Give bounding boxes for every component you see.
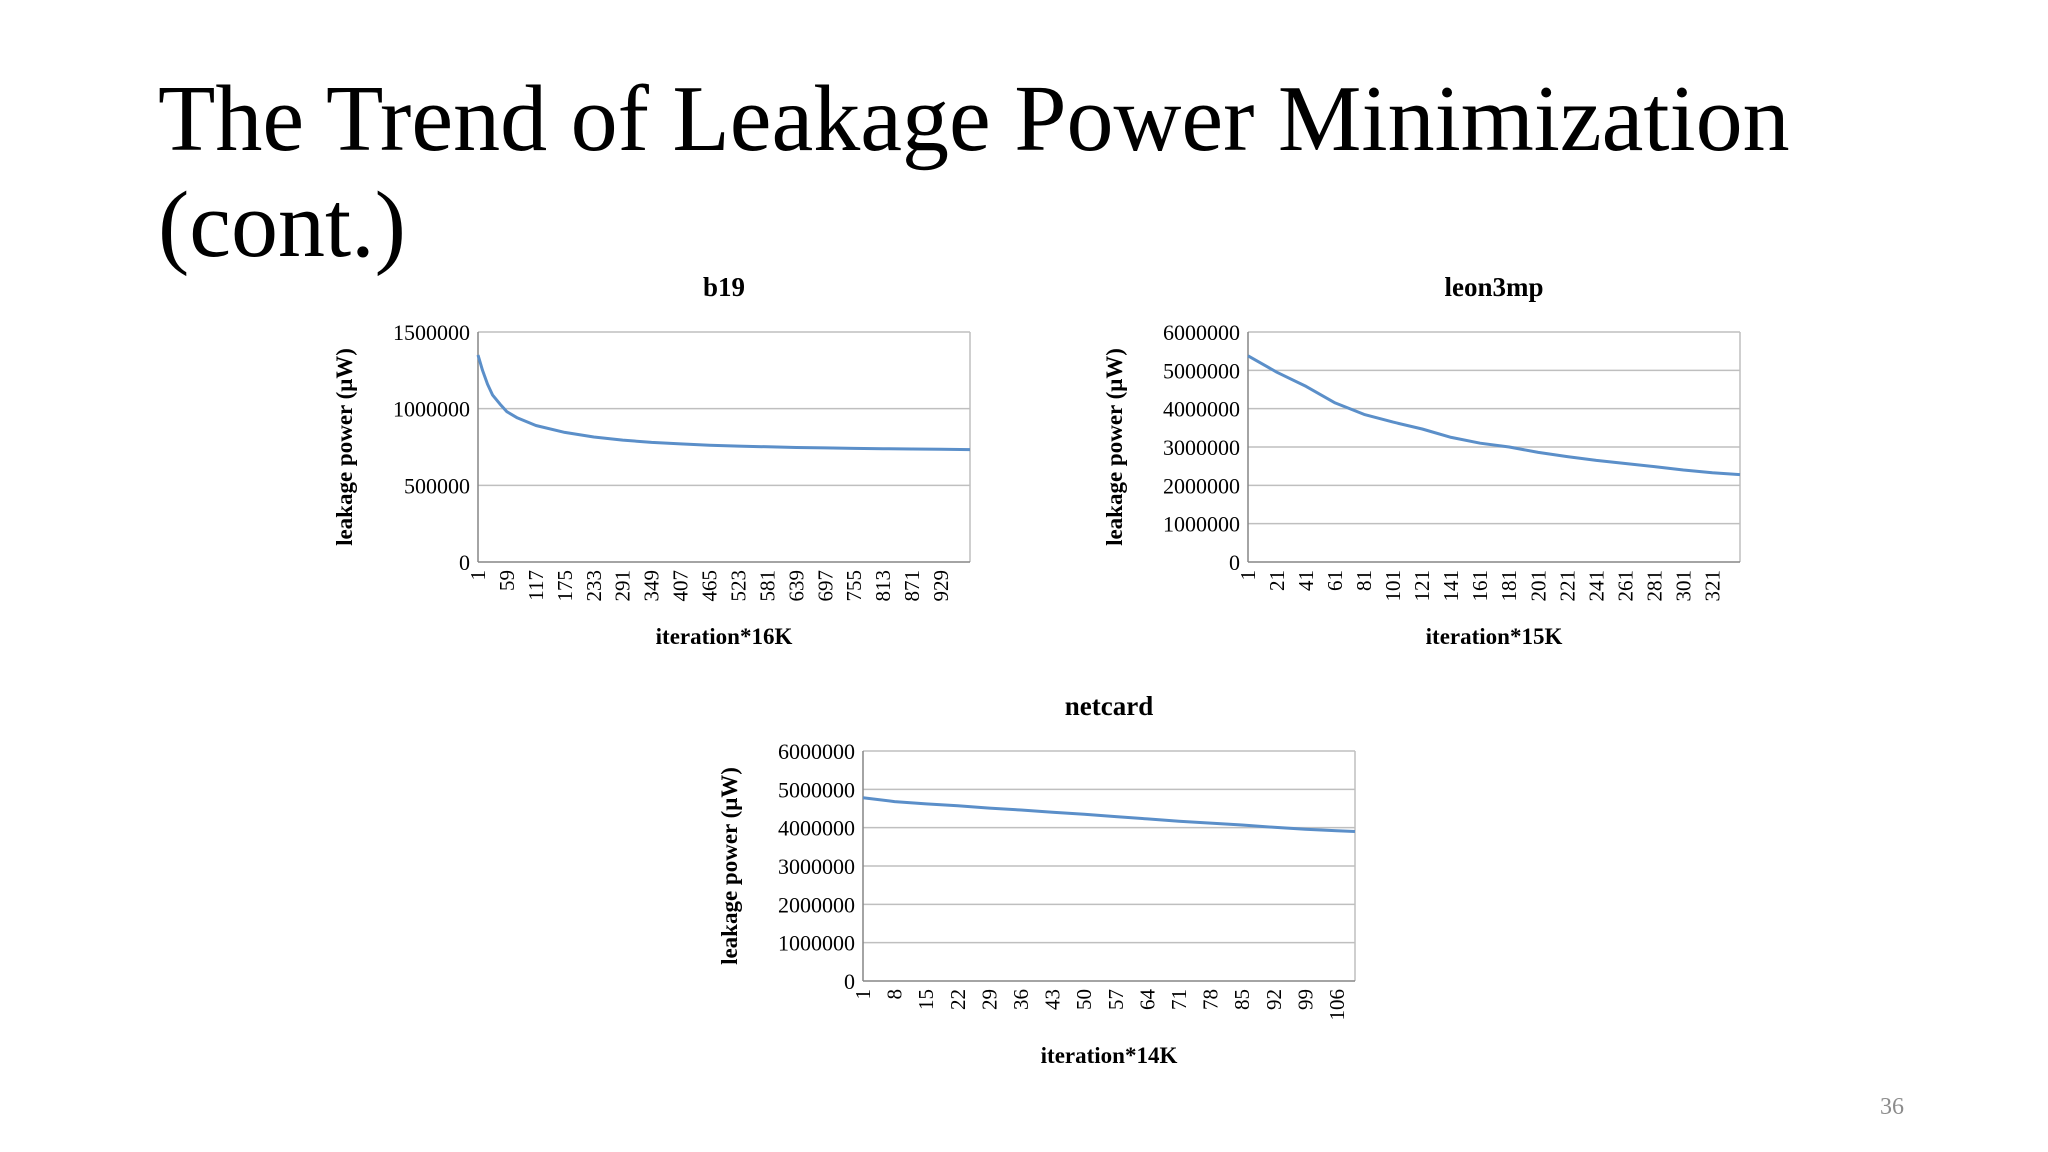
x-tick-label: 92 xyxy=(1262,989,1286,1010)
x-tick-label: 871 xyxy=(900,570,924,602)
x-tick-label: 106 xyxy=(1325,989,1349,1021)
chart-svg: netcard 0 1000000 2000000 3000000 4000000 5000… xyxy=(717,691,1356,1068)
x-tick-label: 36 xyxy=(1009,989,1033,1010)
x-tick-label: 1 xyxy=(1236,570,1260,581)
x-tick-label: 1 xyxy=(466,570,490,581)
x-tick-label: 81 xyxy=(1352,570,1376,591)
x-tick-label: 281 xyxy=(1642,570,1666,602)
x-axis-label: iteration*15K xyxy=(1426,624,1563,649)
x-tick-label: 41 xyxy=(1294,570,1318,591)
chart-title: b19 xyxy=(703,272,745,302)
y-tick-label: 2000000 xyxy=(778,892,855,917)
x-tick-label: 22 xyxy=(946,989,970,1010)
y-tick-label: 0 xyxy=(1229,550,1240,575)
x-tick-label: 349 xyxy=(640,570,664,602)
chart-b19: b19 0 500000 1000000 1500000 1 59 117 175 233 291 3… xyxy=(320,262,1040,652)
y-tick-label: 2000000 xyxy=(1163,473,1240,498)
y-tick-label: 6000000 xyxy=(1163,320,1240,345)
x-tick-label: 29 xyxy=(977,989,1001,1010)
slide-title: The Trend of Leakage Power Minimization … xyxy=(158,66,1958,278)
y-tick-label: 5000000 xyxy=(778,777,855,802)
x-tick-label: 117 xyxy=(524,570,548,601)
x-tick-label: 71 xyxy=(1167,989,1191,1010)
y-tick-label: 1000000 xyxy=(1163,512,1240,537)
x-tick-label: 161 xyxy=(1468,570,1492,602)
y-axis-label: leakage power (μW) xyxy=(332,348,357,546)
x-tick-label: 523 xyxy=(726,570,750,602)
x-axis-label: iteration*14K xyxy=(1041,1043,1178,1068)
x-tick-label: 78 xyxy=(1199,989,1223,1010)
x-tick-label: 43 xyxy=(1041,989,1065,1010)
series-line xyxy=(1247,354,1741,477)
y-tick-label: 0 xyxy=(844,969,855,994)
x-tick-label: 581 xyxy=(755,570,779,602)
x-axis-label: iteration*16K xyxy=(656,624,793,649)
series-line xyxy=(476,354,971,452)
chart-svg: b19 0 500000 1000000 1500000 1 59 117 175 233 291 3… xyxy=(332,272,971,649)
x-tick-label: 465 xyxy=(698,570,722,602)
chart-leon3mp: leon3mp 0 1000000 2000000 3000000 4000000 5000… xyxy=(1090,262,1810,652)
x-tick-label: 233 xyxy=(582,570,606,602)
x-tick-label: 175 xyxy=(553,570,577,602)
x-tick-label: 321 xyxy=(1700,570,1724,602)
x-tick-label: 85 xyxy=(1230,989,1254,1010)
y-tick-label: 1500000 xyxy=(393,320,470,345)
y-tick-label: 0 xyxy=(459,550,470,575)
chart-title: netcard xyxy=(1065,691,1153,721)
x-tick-label: 261 xyxy=(1613,570,1637,602)
slide-title-line-2: (cont.) xyxy=(158,173,406,277)
x-tick-label: 50 xyxy=(1072,989,1096,1010)
y-tick-label: 4000000 xyxy=(778,816,855,841)
x-tick-label: 61 xyxy=(1323,570,1347,591)
x-tick-label: 221 xyxy=(1555,570,1579,602)
x-tick-label: 141 xyxy=(1439,570,1463,602)
y-tick-label: 3000000 xyxy=(1163,435,1240,460)
x-tick-label: 1 xyxy=(851,989,875,1000)
x-tick-label: 639 xyxy=(784,570,808,602)
y-tick-label: 500000 xyxy=(404,473,470,498)
series-line xyxy=(862,796,1356,833)
x-tick-label: 21 xyxy=(1265,570,1289,591)
y-tick-label: 6000000 xyxy=(778,739,855,764)
x-tick-label: 64 xyxy=(1135,989,1159,1011)
x-tick-label: 59 xyxy=(495,570,519,591)
y-tick-label: 5000000 xyxy=(1163,358,1240,383)
y-tick-label: 3000000 xyxy=(778,854,855,879)
x-tick-label: 181 xyxy=(1497,570,1521,602)
x-tick-label: 101 xyxy=(1381,570,1405,602)
x-tick-label: 201 xyxy=(1526,570,1550,602)
y-tick-label: 1000000 xyxy=(393,397,470,422)
y-tick-label: 1000000 xyxy=(778,931,855,956)
chart-title: leon3mp xyxy=(1444,272,1543,302)
y-axis-label: leakage power (μW) xyxy=(1102,348,1127,546)
x-tick-label: 99 xyxy=(1293,989,1317,1010)
x-tick-label: 241 xyxy=(1584,570,1608,602)
x-tick-label: 697 xyxy=(813,570,837,602)
x-tick-label: 929 xyxy=(929,570,953,602)
x-tick-label: 291 xyxy=(611,570,635,602)
page-number: 36 xyxy=(1880,1094,1904,1120)
x-tick-label: 755 xyxy=(842,570,866,602)
x-tick-label: 8 xyxy=(883,989,907,1000)
chart-netcard: netcard 0 1000000 2000000 3000000 4000000 5000… xyxy=(705,681,1425,1071)
chart-svg: leon3mp 0 1000000 2000000 3000000 4000000 5000… xyxy=(1102,272,1741,649)
y-tick-label: 4000000 xyxy=(1163,397,1240,422)
x-tick-label: 301 xyxy=(1671,570,1695,602)
x-tick-label: 407 xyxy=(669,570,693,602)
x-tick-label: 121 xyxy=(1410,570,1434,602)
y-axis-label: leakage power (μW) xyxy=(717,767,742,965)
x-tick-label: 15 xyxy=(914,989,938,1010)
x-tick-label: 57 xyxy=(1104,989,1128,1010)
x-tick-label: 813 xyxy=(871,570,895,602)
slide-title-line-1: The Trend of Leakage Power Minimization xyxy=(158,67,1790,171)
